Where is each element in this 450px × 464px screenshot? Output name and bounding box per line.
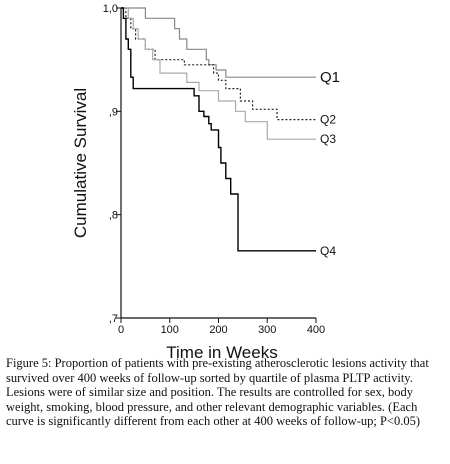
y-tick-label: 1,0 xyxy=(103,3,118,15)
series-label-q1: Q1 xyxy=(320,69,340,86)
series-label-q3: Q3 xyxy=(320,132,336,146)
series-line-q3 xyxy=(121,7,316,140)
y-tick-label: ,9 xyxy=(109,106,118,118)
series-label-q2: Q2 xyxy=(320,113,336,127)
series-labels: Q1 Q2 Q3 Q4 xyxy=(320,69,340,258)
series-line-q4 xyxy=(121,7,316,252)
x-tick-label: 300 xyxy=(258,324,276,336)
series-line-q2 xyxy=(121,7,316,121)
y-axis-ticks: ,7 ,8 ,9 1,0 xyxy=(103,3,121,325)
x-tick-label: 0 xyxy=(118,324,124,336)
y-axis-title: Cumulative Survival xyxy=(71,88,90,238)
x-tick-label: 200 xyxy=(209,324,227,336)
x-axis-title: Time in Weeks xyxy=(166,343,277,362)
x-axis-ticks: 0 100 200 300 400 xyxy=(118,318,325,336)
figure-caption: Figure 5: Proportion of patients with pr… xyxy=(6,356,429,429)
survival-curves xyxy=(121,7,316,252)
series-line-q1 xyxy=(121,7,316,78)
x-tick-label: 100 xyxy=(161,324,179,336)
y-tick-label: ,7 xyxy=(109,313,118,325)
x-tick-label: 400 xyxy=(307,324,325,336)
y-tick-label: ,8 xyxy=(109,210,118,222)
series-label-q4: Q4 xyxy=(320,244,336,258)
plot-area xyxy=(120,8,316,319)
